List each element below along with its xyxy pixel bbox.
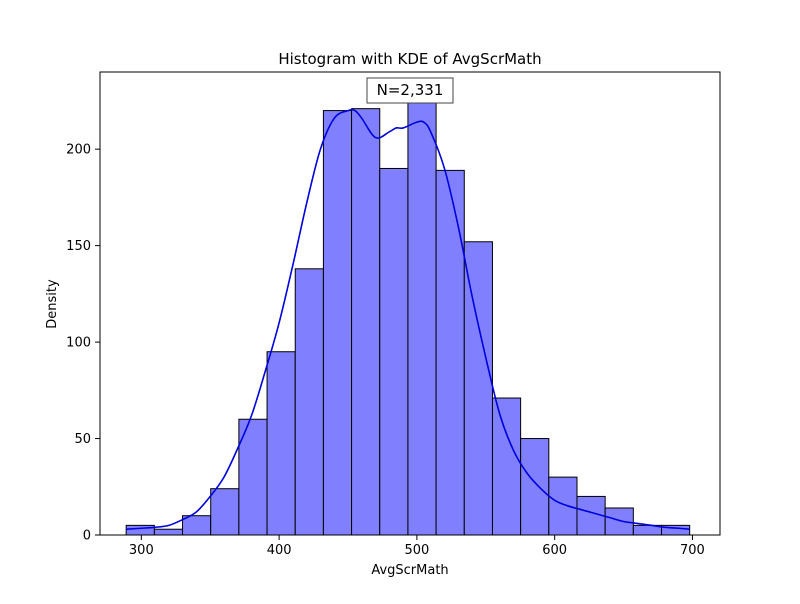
histogram-bar-6	[294, 268, 324, 536]
histogram-bar-14	[520, 438, 550, 536]
histogram-bar-10	[407, 85, 437, 536]
histogram-bar-5	[266, 351, 296, 536]
histogram-bar-11	[435, 169, 465, 536]
x-tick-label-400: 400	[267, 543, 292, 558]
y-tick-label-100: 100	[66, 336, 91, 351]
histogram-bar-2	[182, 515, 212, 536]
histogram-bar-9	[379, 167, 409, 536]
x-axis-label: AvgScrMath	[371, 563, 448, 578]
x-tick-label-300: 300	[129, 543, 154, 558]
histogram-bar-4	[238, 418, 268, 536]
y-tick-label-150: 150	[66, 239, 91, 254]
y-axis-ticks: 0 50 100 150 200	[66, 143, 100, 544]
kde-curve	[126, 108, 690, 531]
y-axis-label: Density	[45, 279, 60, 329]
x-tick-label-600: 600	[542, 543, 567, 558]
histogram-bar-15	[548, 476, 578, 536]
histogram-bar-1	[153, 528, 184, 536]
plot-frame	[99, 71, 721, 536]
histogram-bar-3	[210, 488, 240, 536]
y-tick-label-200: 200	[66, 143, 91, 158]
x-axis-ticks: 300 400 500 600 700	[129, 535, 705, 558]
histogram-bar-12	[463, 241, 493, 536]
histogram-bar-0	[125, 524, 155, 536]
sample-size-annotation: N=2,331	[366, 77, 454, 104]
annotation-text: N=2,331	[377, 81, 444, 99]
chart-title: Histogram with KDE of AvgScrMath	[278, 50, 541, 68]
histogram-bars	[125, 85, 691, 536]
histogram-bar-7	[322, 110, 353, 536]
y-tick-label-50: 50	[74, 432, 91, 447]
y-tick-label-0: 0	[83, 529, 91, 544]
x-tick-label-500: 500	[404, 543, 429, 558]
histogram-bar-8	[351, 108, 381, 536]
histogram-bar-17	[604, 507, 634, 536]
histogram-bar-13	[491, 397, 522, 536]
annotation-box	[366, 77, 454, 104]
x-tick-label-700: 700	[680, 543, 705, 558]
